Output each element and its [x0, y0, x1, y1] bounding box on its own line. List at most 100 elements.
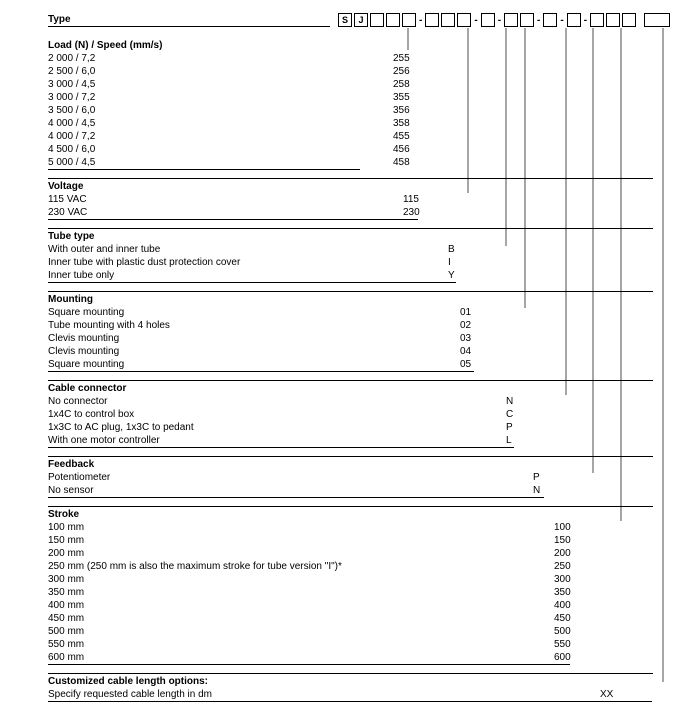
- option-code: 455: [393, 130, 410, 143]
- option-label: Inner tube with plastic dust protection …: [48, 256, 240, 269]
- option-row: 600 mm600: [48, 651, 653, 664]
- section-title: Cable connector: [48, 383, 653, 394]
- option-code: 500: [554, 625, 571, 638]
- option-label: 3 000 / 4,5: [48, 78, 95, 91]
- option-row: Specify requested cable length in dm XX: [48, 688, 653, 701]
- option-label: 500 mm: [48, 625, 84, 638]
- section: Load (N) / Speed (mm/s)2 000 / 7,22552 5…: [48, 38, 653, 170]
- code-box: [370, 13, 384, 27]
- option-row: 3 500 / 6,0356: [48, 104, 653, 117]
- section: MountingSquare mounting01Tube mounting w…: [48, 291, 653, 372]
- option-row: Square mounting 01: [48, 306, 653, 319]
- section: Tube typeWith outer and inner tubeBInner…: [48, 228, 653, 283]
- section-title: Feedback: [48, 459, 653, 470]
- option-label: 300 mm: [48, 573, 84, 586]
- option-row: Clevis mounting04: [48, 345, 653, 358]
- option-code: 02: [460, 319, 471, 332]
- option-label: Specify requested cable length in dm: [48, 688, 212, 701]
- option-row: 150 mm 150: [48, 534, 653, 547]
- option-label: 200 mm: [48, 547, 84, 560]
- option-row: 4 000 / 7,2 455: [48, 130, 653, 143]
- type-label: Type: [48, 14, 71, 25]
- option-code: I: [448, 256, 451, 269]
- option-code: Y: [448, 269, 455, 282]
- option-label: Potentiometer: [48, 471, 110, 484]
- option-row: 3 000 / 7,2355: [48, 91, 653, 104]
- code-box: [543, 13, 557, 27]
- option-code: P: [506, 421, 513, 434]
- sections-container: Load (N) / Speed (mm/s)2 000 / 7,22552 5…: [48, 38, 653, 702]
- section: FeedbackPotentiometerPNo sensorN: [48, 456, 653, 498]
- option-code: 256: [393, 65, 410, 78]
- option-row: 230 VAC 230: [48, 206, 653, 219]
- option-row: 3 000 / 4,5 258: [48, 78, 653, 91]
- option-code: B: [448, 243, 455, 256]
- option-label: 2 500 / 6,0: [48, 65, 95, 78]
- option-row: 2 500 / 6,0 256: [48, 65, 653, 78]
- option-label: 400 mm: [48, 599, 84, 612]
- code-box: [425, 13, 439, 27]
- code-box-row: SJ------: [338, 12, 670, 28]
- option-code: 150: [554, 534, 571, 547]
- option-code: 358: [393, 117, 410, 130]
- code-box: S: [338, 13, 352, 27]
- option-row: No connectorN: [48, 395, 653, 408]
- code-box: [504, 13, 518, 27]
- option-row: PotentiometerP: [48, 471, 653, 484]
- option-row: 4 000 / 4,5358: [48, 117, 653, 130]
- option-row: Square mounting05: [48, 358, 653, 371]
- section: Cable connectorNo connectorN1x4C to cont…: [48, 380, 653, 448]
- option-row: Clevis mounting 03: [48, 332, 653, 345]
- section-underline: [48, 701, 652, 702]
- option-label: 4 000 / 7,2: [48, 130, 95, 143]
- option-code: 230: [403, 206, 420, 219]
- option-row: 450 mm450: [48, 612, 653, 625]
- section-underline: [48, 664, 570, 665]
- option-code: 03: [460, 332, 471, 345]
- code-box: [606, 13, 620, 27]
- code-box: [622, 13, 636, 27]
- option-label: Tube mounting with 4 holes: [48, 319, 170, 332]
- option-code: 01: [460, 306, 471, 319]
- option-row: 5 000 / 4,5458: [48, 156, 653, 169]
- option-code: 115: [403, 193, 419, 206]
- option-row: Inner tube only Y: [48, 269, 653, 282]
- option-code: N: [533, 484, 540, 497]
- option-code: C: [506, 408, 513, 421]
- option-row: With one motor controllerL: [48, 434, 653, 447]
- option-label: 100 mm: [48, 521, 84, 534]
- option-code: XX: [600, 688, 613, 701]
- section-title: Mounting: [48, 294, 653, 305]
- section-underline: [48, 371, 474, 372]
- option-row: Tube mounting with 4 holes 02: [48, 319, 653, 332]
- option-label: No connector: [48, 395, 107, 408]
- option-row: 100 mm100: [48, 521, 653, 534]
- code-box: [386, 13, 400, 27]
- section-title: Stroke: [48, 509, 653, 520]
- option-label: 250 mm (250 mm is also the maximum strok…: [48, 560, 342, 573]
- option-code: L: [506, 434, 512, 447]
- option-row: 300 mm300: [48, 573, 653, 586]
- section-title: Voltage: [48, 181, 653, 192]
- section: Customized cable length options:Specify …: [48, 673, 653, 702]
- option-label: Clevis mounting: [48, 332, 119, 345]
- option-label: 3 000 / 7,2: [48, 91, 95, 104]
- dash: -: [473, 15, 478, 26]
- option-label: 230 VAC: [48, 206, 87, 219]
- option-code: 258: [393, 78, 410, 91]
- option-row: 400 mm400: [48, 599, 653, 612]
- type-underline: [48, 26, 330, 27]
- option-code: 450: [554, 612, 571, 625]
- code-box: [590, 13, 604, 27]
- option-label: 5 000 / 4,5: [48, 156, 95, 169]
- option-label: Inner tube only: [48, 269, 114, 282]
- option-label: Square mounting: [48, 358, 124, 371]
- code-box: [520, 13, 534, 27]
- dash: -: [418, 15, 423, 26]
- option-label: 150 mm: [48, 534, 84, 547]
- option-code: 04: [460, 345, 471, 358]
- option-label: Square mounting: [48, 306, 124, 319]
- code-box: [567, 13, 581, 27]
- option-row: No sensorN: [48, 484, 653, 497]
- dash: -: [497, 15, 502, 26]
